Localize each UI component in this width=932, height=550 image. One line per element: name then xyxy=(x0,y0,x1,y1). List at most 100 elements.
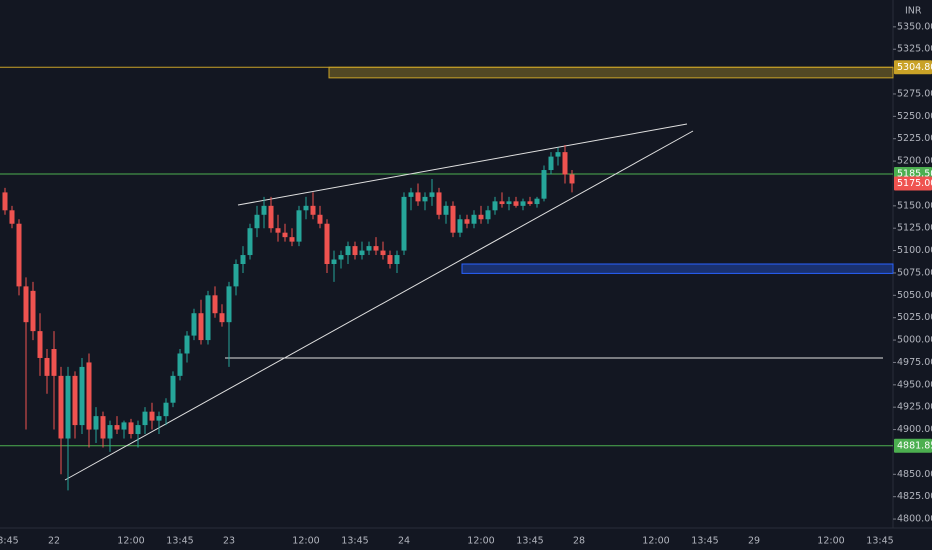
x-tick-label: 12:00 xyxy=(642,536,669,547)
zone xyxy=(461,263,894,274)
candle-body xyxy=(16,223,22,287)
candle-body xyxy=(548,156,554,171)
candle-body xyxy=(464,219,470,224)
candle-body xyxy=(422,196,428,202)
candle-body xyxy=(149,411,155,421)
candle-body xyxy=(100,416,106,439)
candle-body xyxy=(408,192,414,197)
candle-body xyxy=(429,192,435,197)
lower-trendline xyxy=(64,130,694,481)
candle-body xyxy=(555,152,561,157)
candle-body xyxy=(9,210,15,224)
candle-body xyxy=(506,201,512,205)
candle-body xyxy=(198,313,204,341)
y-tick-label: 5325.00 xyxy=(897,44,932,55)
x-tick-label: 12:00 xyxy=(817,536,844,547)
candle-body xyxy=(86,362,92,430)
candle-body xyxy=(128,422,134,435)
x-tick-label: 13:45 xyxy=(691,536,718,547)
candle-body xyxy=(471,214,477,224)
candle-body xyxy=(121,422,127,430)
candle-body xyxy=(534,198,540,205)
y-tick-label: 5250.00 xyxy=(897,111,932,122)
candle-body xyxy=(79,366,85,426)
y-tick-label: 5150.00 xyxy=(897,200,932,211)
candle-body xyxy=(226,286,232,323)
y-tick-label: 4850.00 xyxy=(897,469,932,480)
candle-body xyxy=(163,402,169,417)
y-tick-label: 4925.00 xyxy=(897,402,932,413)
candle-body xyxy=(135,425,141,435)
y-tick-label: 5050.00 xyxy=(897,290,932,301)
candle-body xyxy=(2,192,8,211)
candle-body xyxy=(485,210,491,220)
y-tick-label: 5075.00 xyxy=(897,267,932,278)
level-label-bg xyxy=(894,60,932,75)
level-label: 4881.85 xyxy=(897,440,932,451)
candle-body xyxy=(513,201,519,206)
candle-body xyxy=(345,246,351,256)
zone xyxy=(328,66,894,79)
y-tick-label: 4900.00 xyxy=(897,424,932,435)
x-tick-label: 13:45 xyxy=(516,536,543,547)
candle-body xyxy=(373,246,379,251)
x-tick-label: 24 xyxy=(398,536,410,547)
candle-body xyxy=(324,223,330,264)
x-tick-label: 13:45 xyxy=(166,536,193,547)
candle-body xyxy=(296,210,302,242)
y-tick-label: 4950.00 xyxy=(897,379,932,390)
candle-body xyxy=(191,313,197,336)
y-tick-label: 4975.00 xyxy=(897,357,932,368)
candle-body xyxy=(219,313,225,323)
candle-body xyxy=(282,232,288,238)
candle-body xyxy=(338,255,344,260)
candle-body xyxy=(562,152,568,175)
candle-body xyxy=(72,375,78,426)
candle-body xyxy=(254,214,260,229)
x-tick-label: 29 xyxy=(748,536,760,547)
candle-body xyxy=(380,250,386,256)
candle-body xyxy=(415,192,421,202)
candle-body xyxy=(541,170,547,199)
candle-body xyxy=(30,290,36,332)
candle-body xyxy=(170,375,176,403)
level-label: 5185.50 xyxy=(897,169,932,180)
candle-body xyxy=(212,295,218,314)
candle-body xyxy=(240,255,246,264)
candle-body xyxy=(268,205,274,229)
candle-body xyxy=(107,425,113,439)
candle-body xyxy=(247,228,253,256)
currency: INR xyxy=(905,6,922,17)
candle-body xyxy=(331,259,337,264)
x-tick-label: 12:00 xyxy=(292,536,319,547)
y-tick-label: 5025.00 xyxy=(897,312,932,323)
y-tick-label: 5100.00 xyxy=(897,245,932,256)
candle-body xyxy=(457,219,463,233)
candle-body xyxy=(51,349,57,376)
candle-body xyxy=(65,375,71,439)
y-tick-label: 5225.00 xyxy=(897,133,932,144)
candle-body xyxy=(443,205,449,215)
candle-body xyxy=(184,335,190,354)
candle-body xyxy=(394,255,400,264)
level-label: 5304.80 xyxy=(897,62,932,73)
candle-body xyxy=(352,246,358,256)
x-tick-label: 13:45 xyxy=(0,536,19,547)
upper-trendline xyxy=(237,123,688,206)
candle-body xyxy=(387,255,393,264)
candle-body xyxy=(303,205,309,211)
candle-body xyxy=(478,214,484,220)
candle-body xyxy=(142,411,148,426)
y-tick-label: 5200.00 xyxy=(897,156,932,167)
candle-body xyxy=(275,228,281,233)
candle-body xyxy=(359,250,365,256)
candle-body xyxy=(233,264,239,287)
candle-body xyxy=(23,286,29,323)
candle-body xyxy=(310,205,316,215)
candle-body xyxy=(156,416,162,421)
candle-body xyxy=(37,331,43,358)
y-tick-label: 5000.00 xyxy=(897,335,932,346)
candle-body xyxy=(261,205,267,215)
